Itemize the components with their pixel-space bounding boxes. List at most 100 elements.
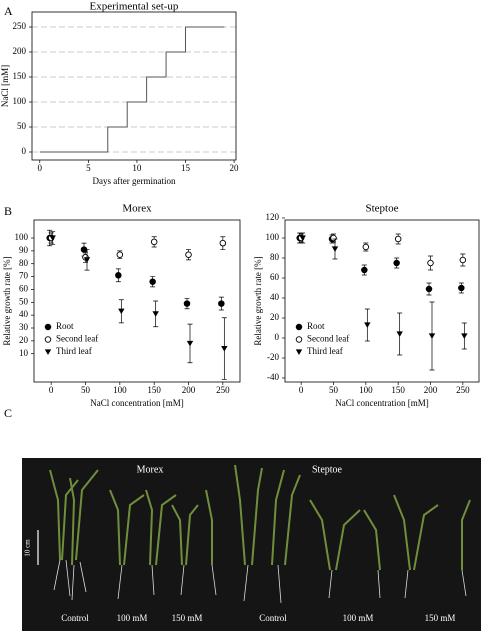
marker — [331, 246, 339, 252]
condition-label: Control — [61, 613, 89, 623]
y-tick-label: 0 — [22, 146, 27, 156]
marker — [396, 331, 403, 337]
marker — [221, 345, 228, 352]
group-label: Morex — [137, 464, 164, 475]
x-axis-label: Days after germination — [93, 176, 176, 186]
x-tick-label: 100 — [359, 385, 373, 395]
x-tick-label: 100 — [113, 385, 127, 395]
y-tick-label: 100 — [13, 96, 27, 106]
y-tick-label: 100 — [15, 232, 29, 242]
legend-label: Third leaf — [307, 346, 343, 356]
legend-label: Second leaf — [307, 334, 349, 344]
legend-marker — [44, 336, 52, 343]
data-line — [39, 26, 225, 153]
legend-marker — [295, 349, 303, 355]
condition-label: 150 mM — [172, 613, 203, 623]
x-axis-label: NaCl concentration [mM] — [90, 398, 183, 408]
photo-background — [22, 458, 481, 631]
x-tick-label: 0 — [38, 163, 43, 173]
y-tick-label: 250 — [13, 21, 27, 31]
y-tick-label: 70 — [19, 271, 29, 281]
marker — [393, 259, 400, 267]
y-tick-label: 50 — [19, 296, 29, 306]
marker — [427, 259, 434, 267]
y-tick-label: 90 — [19, 245, 29, 255]
marker — [116, 251, 124, 258]
marker — [115, 272, 122, 279]
y-axis-label: Relative growth rate [%] — [253, 256, 263, 345]
y-tick-label: 30 — [19, 322, 29, 332]
panel-letter: B — [4, 204, 12, 218]
x-tick-label: 250 — [456, 385, 470, 395]
y-tick-label: 60 — [270, 272, 280, 282]
marker — [219, 239, 227, 247]
x-tick-label: 250 — [216, 385, 230, 395]
marker — [362, 243, 370, 251]
y-tick-label: 40 — [270, 292, 280, 302]
group-label: Steptoe — [312, 464, 343, 475]
marker — [152, 311, 159, 317]
legend-marker — [295, 336, 303, 343]
legend-label: Third leaf — [56, 346, 92, 356]
condition-label: Control — [259, 613, 287, 623]
scale-label: 10 cm — [24, 539, 32, 557]
y-tick-label: 200 — [13, 46, 27, 56]
condition-label: 150 mM — [425, 613, 456, 623]
y-tick-label: 20 — [270, 312, 280, 322]
y-tick-label: 10 — [19, 348, 29, 358]
legend-label: Root — [307, 321, 325, 331]
marker — [425, 285, 433, 293]
legend-label: Second leaf — [56, 334, 98, 344]
marker — [149, 278, 156, 285]
x-axis-label: NaCl concentration [mM] — [335, 398, 428, 408]
x-tick-label: 0 — [299, 385, 304, 395]
panel-letter: A — [4, 4, 13, 18]
y-tick-label: 120 — [266, 212, 280, 222]
roots — [53, 559, 467, 604]
marker — [186, 340, 194, 347]
y-tick-label: 60 — [19, 283, 29, 293]
marker — [458, 284, 465, 292]
marker — [83, 257, 91, 263]
x-tick-label: 50 — [81, 385, 91, 395]
x-tick-label: 10 — [132, 163, 142, 173]
x-tick-label: 5 — [86, 163, 91, 173]
marker — [185, 251, 192, 258]
chart-title: Steptoe — [366, 203, 399, 215]
marker — [364, 322, 371, 328]
plot-frame — [284, 219, 480, 383]
y-tick-label: 50 — [17, 121, 27, 131]
marker — [361, 266, 368, 274]
marker — [330, 234, 337, 242]
legend-label: Root — [56, 321, 74, 331]
panel-letter: C — [4, 406, 12, 420]
y-axis-label: NaCl [mM] — [0, 65, 10, 107]
marker — [150, 238, 158, 246]
x-tick-label: 200 — [424, 385, 438, 395]
x-tick-label: 50 — [329, 385, 339, 395]
marker — [461, 333, 468, 339]
chart-title: Morex — [122, 203, 152, 215]
y-tick-label: -40 — [267, 372, 279, 382]
y-axis-label: Relative growth rate [%] — [2, 256, 12, 345]
legend-marker — [44, 323, 52, 331]
condition-label: 100 mM — [117, 613, 148, 623]
photo: 10 cm Morex Steptoe Control 100 mM 150 m… — [22, 458, 481, 631]
plot-frame — [31, 11, 237, 161]
x-tick-label: 150 — [147, 385, 161, 395]
marker — [428, 333, 436, 339]
y-tick-label: 40 — [19, 309, 29, 319]
x-tick-label: 20 — [230, 163, 240, 173]
marker — [118, 308, 125, 315]
chart-title: Experimental set-up — [90, 1, 179, 13]
legend-marker — [44, 349, 52, 355]
y-tick-label: -20 — [267, 352, 279, 362]
y-tick-label: 80 — [19, 258, 29, 268]
condition-label: 100 mM — [343, 613, 374, 623]
plants — [49, 464, 471, 571]
marker — [218, 300, 225, 307]
marker — [299, 235, 306, 241]
y-tick-label: 150 — [13, 71, 27, 81]
marker — [459, 256, 467, 264]
x-tick-label: 200 — [182, 385, 196, 395]
